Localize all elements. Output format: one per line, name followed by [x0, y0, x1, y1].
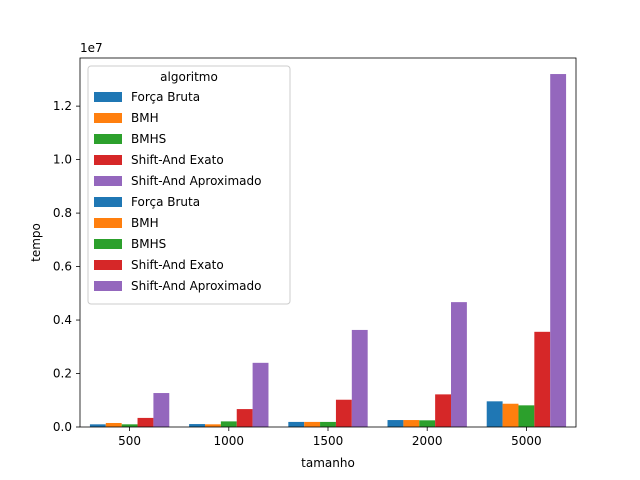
legend-swatch	[94, 260, 122, 270]
legend-label: BMHS	[131, 237, 166, 251]
bar-shift-and-aproximado-500	[153, 393, 170, 427]
bar-for-a-bruta-1000	[189, 424, 205, 427]
bar-shift-and-exato-500	[137, 417, 154, 427]
x-axis-label: tamanho	[301, 456, 355, 470]
legend-swatch	[94, 134, 122, 144]
bar-shift-and-exato-5000	[534, 331, 551, 427]
bar-bmh-500	[105, 422, 122, 427]
y-tick-label: 0.6	[53, 260, 72, 274]
legend-swatch	[94, 239, 122, 249]
x-tick-label: 1500	[313, 434, 344, 448]
bar-bmhs-1500	[320, 421, 336, 427]
legend-swatch	[94, 113, 122, 123]
y-tick-label: 0.4	[53, 313, 72, 327]
bar-for-a-bruta-2000	[387, 420, 404, 427]
legend-label: Força Bruta	[131, 90, 200, 104]
bar-bmhs-500	[121, 424, 138, 427]
bar-for-a-bruta-500	[89, 424, 106, 427]
legend-label: BMHS	[131, 132, 166, 146]
bars-group	[89, 74, 567, 427]
legend-box	[87, 65, 291, 305]
legend-label: Shift-And Exato	[131, 258, 224, 272]
legend-swatch	[94, 155, 122, 165]
y-tick-label: 1.2	[53, 99, 72, 113]
legend-label: Shift-And Aproximado	[131, 279, 262, 293]
axes-group: 500 1000 1500 2000 5000 0.0 0.2 0.4 0.6 0.8 1.0 1.2	[53, 57, 577, 448]
legend-swatch	[94, 281, 122, 291]
x-tick-label: 5000	[511, 434, 542, 448]
x-tick-label: 1000	[214, 434, 245, 448]
y-tick-label: 1.0	[53, 153, 72, 167]
y-axis-label: tempo	[29, 223, 43, 262]
legend-label: Shift-And Exato	[131, 153, 224, 167]
y-tick-label: 0.8	[53, 206, 72, 220]
bar-shift-and-aproximado-5000	[550, 74, 567, 427]
bar-bmh-5000	[502, 403, 519, 427]
legend-swatch	[94, 92, 122, 102]
legend-items: Força Bruta BMH BMHS Shift-And Exato Shift-A…	[94, 90, 262, 293]
bar-for-a-bruta-1500	[288, 421, 305, 427]
x-tick-label: 2000	[412, 434, 443, 448]
bar-shift-and-exato-2000	[435, 394, 452, 427]
bar-shift-and-aproximado-2000	[451, 302, 467, 427]
bar-shift-and-aproximado-1500	[351, 329, 368, 427]
bar-bmhs-2000	[419, 420, 436, 427]
legend-label: Shift-And Aproximado	[131, 174, 262, 188]
bar-bmhs-5000	[518, 405, 535, 427]
bar-shift-and-exato-1000	[236, 409, 253, 427]
legend-label: BMH	[131, 111, 159, 125]
bar-bmh-1500	[304, 421, 321, 427]
legend-swatch	[94, 197, 122, 207]
y-tick-label: 0.0	[53, 420, 72, 434]
bar-shift-and-exato-1500	[335, 399, 352, 427]
x-tick-label: 500	[118, 434, 141, 448]
bar-shift-and-aproximado-1000	[252, 362, 269, 427]
legend: algoritmo Força Bruta BMH BMHS Shift-And Ex…	[87, 65, 291, 305]
bar-for-a-bruta-5000	[486, 401, 503, 427]
legend-swatch	[94, 176, 122, 186]
legend-title: algoritmo	[160, 70, 218, 84]
legend-swatch	[94, 218, 122, 228]
legend-label: BMH	[131, 216, 159, 230]
bar-bmh-2000	[403, 420, 420, 427]
y-offset-text: 1e7	[80, 41, 103, 55]
y-tick-label: 0.2	[53, 367, 72, 381]
legend-label: Força Bruta	[131, 195, 200, 209]
bar-bmhs-1000	[220, 421, 237, 427]
bar-bmh-1000	[204, 424, 221, 427]
